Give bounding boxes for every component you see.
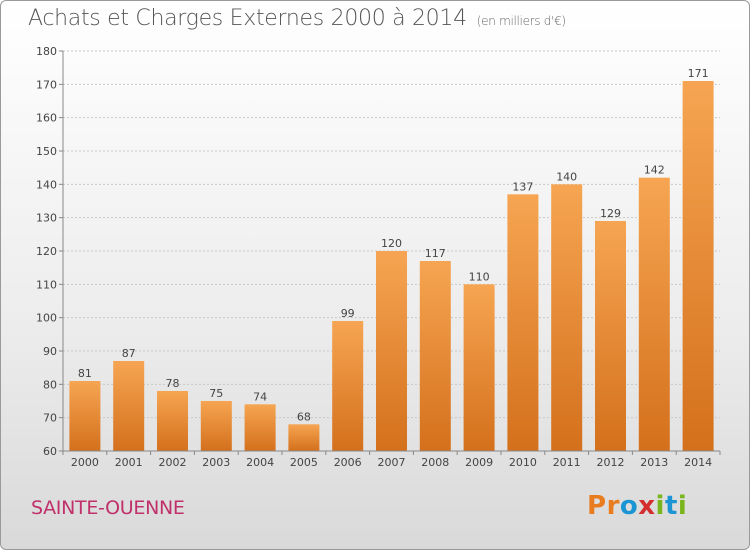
value-label-2003: 75 xyxy=(209,387,223,400)
chart-unit: (en milliers d'€) xyxy=(476,14,566,28)
bar-2010 xyxy=(507,194,539,452)
logo-letter: P xyxy=(587,491,607,521)
bar-2014 xyxy=(682,81,714,451)
y-tick-label: 60 xyxy=(43,445,57,458)
chart-title-text: Achats et Charges Externes 2000 à 2014 xyxy=(28,6,467,31)
value-label-2006: 99 xyxy=(341,307,355,320)
y-tick-label: 150 xyxy=(36,145,57,158)
value-label-2010: 137 xyxy=(512,180,533,193)
proxiti-logo[interactable]: Proxiti xyxy=(587,491,687,521)
x-tick-label-2008: 2008 xyxy=(421,456,449,469)
value-label-2014: 171 xyxy=(688,67,709,80)
x-tick-label-2005: 2005 xyxy=(290,456,318,469)
logo-letter: r xyxy=(606,491,620,521)
x-tick-label-2009: 2009 xyxy=(465,456,493,469)
chart-title: Achats et Charges Externes 2000 à 2014 (e… xyxy=(28,6,566,31)
value-label-2002: 78 xyxy=(166,377,180,390)
y-tick-label: 180 xyxy=(36,45,57,58)
bar-2005 xyxy=(288,424,320,451)
bar-2006 xyxy=(332,321,364,451)
bar-2008 xyxy=(419,261,451,451)
bar-2009 xyxy=(463,284,495,451)
commune-name: SAINTE-OUENNE xyxy=(31,497,185,519)
value-label-2013: 142 xyxy=(644,164,665,177)
logo-letter: i xyxy=(677,491,688,521)
x-tick-label-2006: 2006 xyxy=(334,456,362,469)
value-label-2007: 120 xyxy=(381,237,402,250)
bar-2002 xyxy=(157,391,188,451)
y-axis: 60 70 80 90 100 110 120 130 140 150 160 170 180 xyxy=(36,45,64,458)
y-tick-label: 160 xyxy=(36,112,57,125)
bar-2011 xyxy=(551,184,583,452)
y-tick-label: 90 xyxy=(43,345,57,358)
y-tick-label: 140 xyxy=(36,178,57,191)
bar-2004 xyxy=(244,404,276,451)
value-label-2004: 74 xyxy=(253,390,267,403)
value-label-2012: 129 xyxy=(600,207,621,220)
y-tick-label: 130 xyxy=(36,212,57,225)
y-tick-label: 110 xyxy=(36,278,57,291)
y-tick-label: 170 xyxy=(36,78,57,91)
x-axis: 2000 2001 2002 2003 2004 2005 2006 2007 2008 2009… xyxy=(62,450,721,469)
bar-2012 xyxy=(595,221,626,451)
value-label-2009: 110 xyxy=(469,270,490,283)
x-tick-label-2004: 2004 xyxy=(246,456,274,469)
logo-letter: t xyxy=(664,491,678,521)
y-tick-label: 100 xyxy=(36,312,57,325)
x-tick-label-2002: 2002 xyxy=(159,456,187,469)
y-tick-label: 120 xyxy=(36,245,57,258)
x-tick-label-2007: 2007 xyxy=(378,456,406,469)
logo-letter: x xyxy=(638,491,656,521)
value-label-2000: 81 xyxy=(78,367,92,380)
x-tick-label-2001: 2001 xyxy=(115,456,143,469)
x-tick-label-2013: 2013 xyxy=(640,456,668,469)
bar-2001 xyxy=(113,361,145,451)
x-tick-label-2011: 2011 xyxy=(553,456,581,469)
bar-2003 xyxy=(200,401,232,451)
value-label-2011: 140 xyxy=(556,170,577,183)
x-tick-label-2014: 2014 xyxy=(684,456,712,469)
logo-letter: o xyxy=(619,491,639,521)
value-label-2008: 117 xyxy=(425,247,446,260)
bar-2000 xyxy=(69,381,101,451)
y-tick-label: 70 xyxy=(43,412,57,425)
bar-2013 xyxy=(638,177,670,451)
value-label-2001: 87 xyxy=(122,347,136,360)
bar-2007 xyxy=(376,251,407,451)
x-tick-label-2003: 2003 xyxy=(202,456,230,469)
logo-letter: i xyxy=(655,491,665,521)
x-tick-label-2012: 2012 xyxy=(597,456,625,469)
y-tick-label: 80 xyxy=(43,378,57,391)
bars: 81 87 78 75 74 68 99 120 117 110 137 140 129 142 171 xyxy=(69,67,714,452)
value-label-2005: 68 xyxy=(297,410,311,423)
x-tick-label-2010: 2010 xyxy=(509,456,537,469)
x-tick-label-2000: 2000 xyxy=(71,456,99,469)
